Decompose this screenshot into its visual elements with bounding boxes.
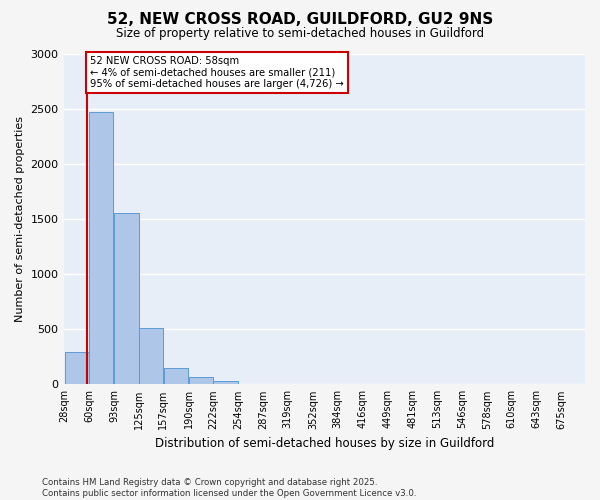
Bar: [189, 376, 213, 384]
Bar: [164, 368, 188, 384]
Text: Contains HM Land Registry data © Crown copyright and database right 2025.
Contai: Contains HM Land Registry data © Crown c…: [42, 478, 416, 498]
Bar: [89, 112, 113, 384]
X-axis label: Distribution of semi-detached houses by size in Guildford: Distribution of semi-detached houses by …: [155, 437, 494, 450]
Text: 52 NEW CROSS ROAD: 58sqm
← 4% of semi-detached houses are smaller (211)
95% of s: 52 NEW CROSS ROAD: 58sqm ← 4% of semi-de…: [91, 56, 344, 90]
Text: Size of property relative to semi-detached houses in Guildford: Size of property relative to semi-detach…: [116, 28, 484, 40]
Bar: [139, 328, 163, 384]
Text: 52, NEW CROSS ROAD, GUILDFORD, GU2 9NS: 52, NEW CROSS ROAD, GUILDFORD, GU2 9NS: [107, 12, 493, 28]
Bar: [214, 381, 238, 384]
Bar: [65, 352, 89, 384]
Y-axis label: Number of semi-detached properties: Number of semi-detached properties: [15, 116, 25, 322]
Bar: [115, 212, 139, 384]
